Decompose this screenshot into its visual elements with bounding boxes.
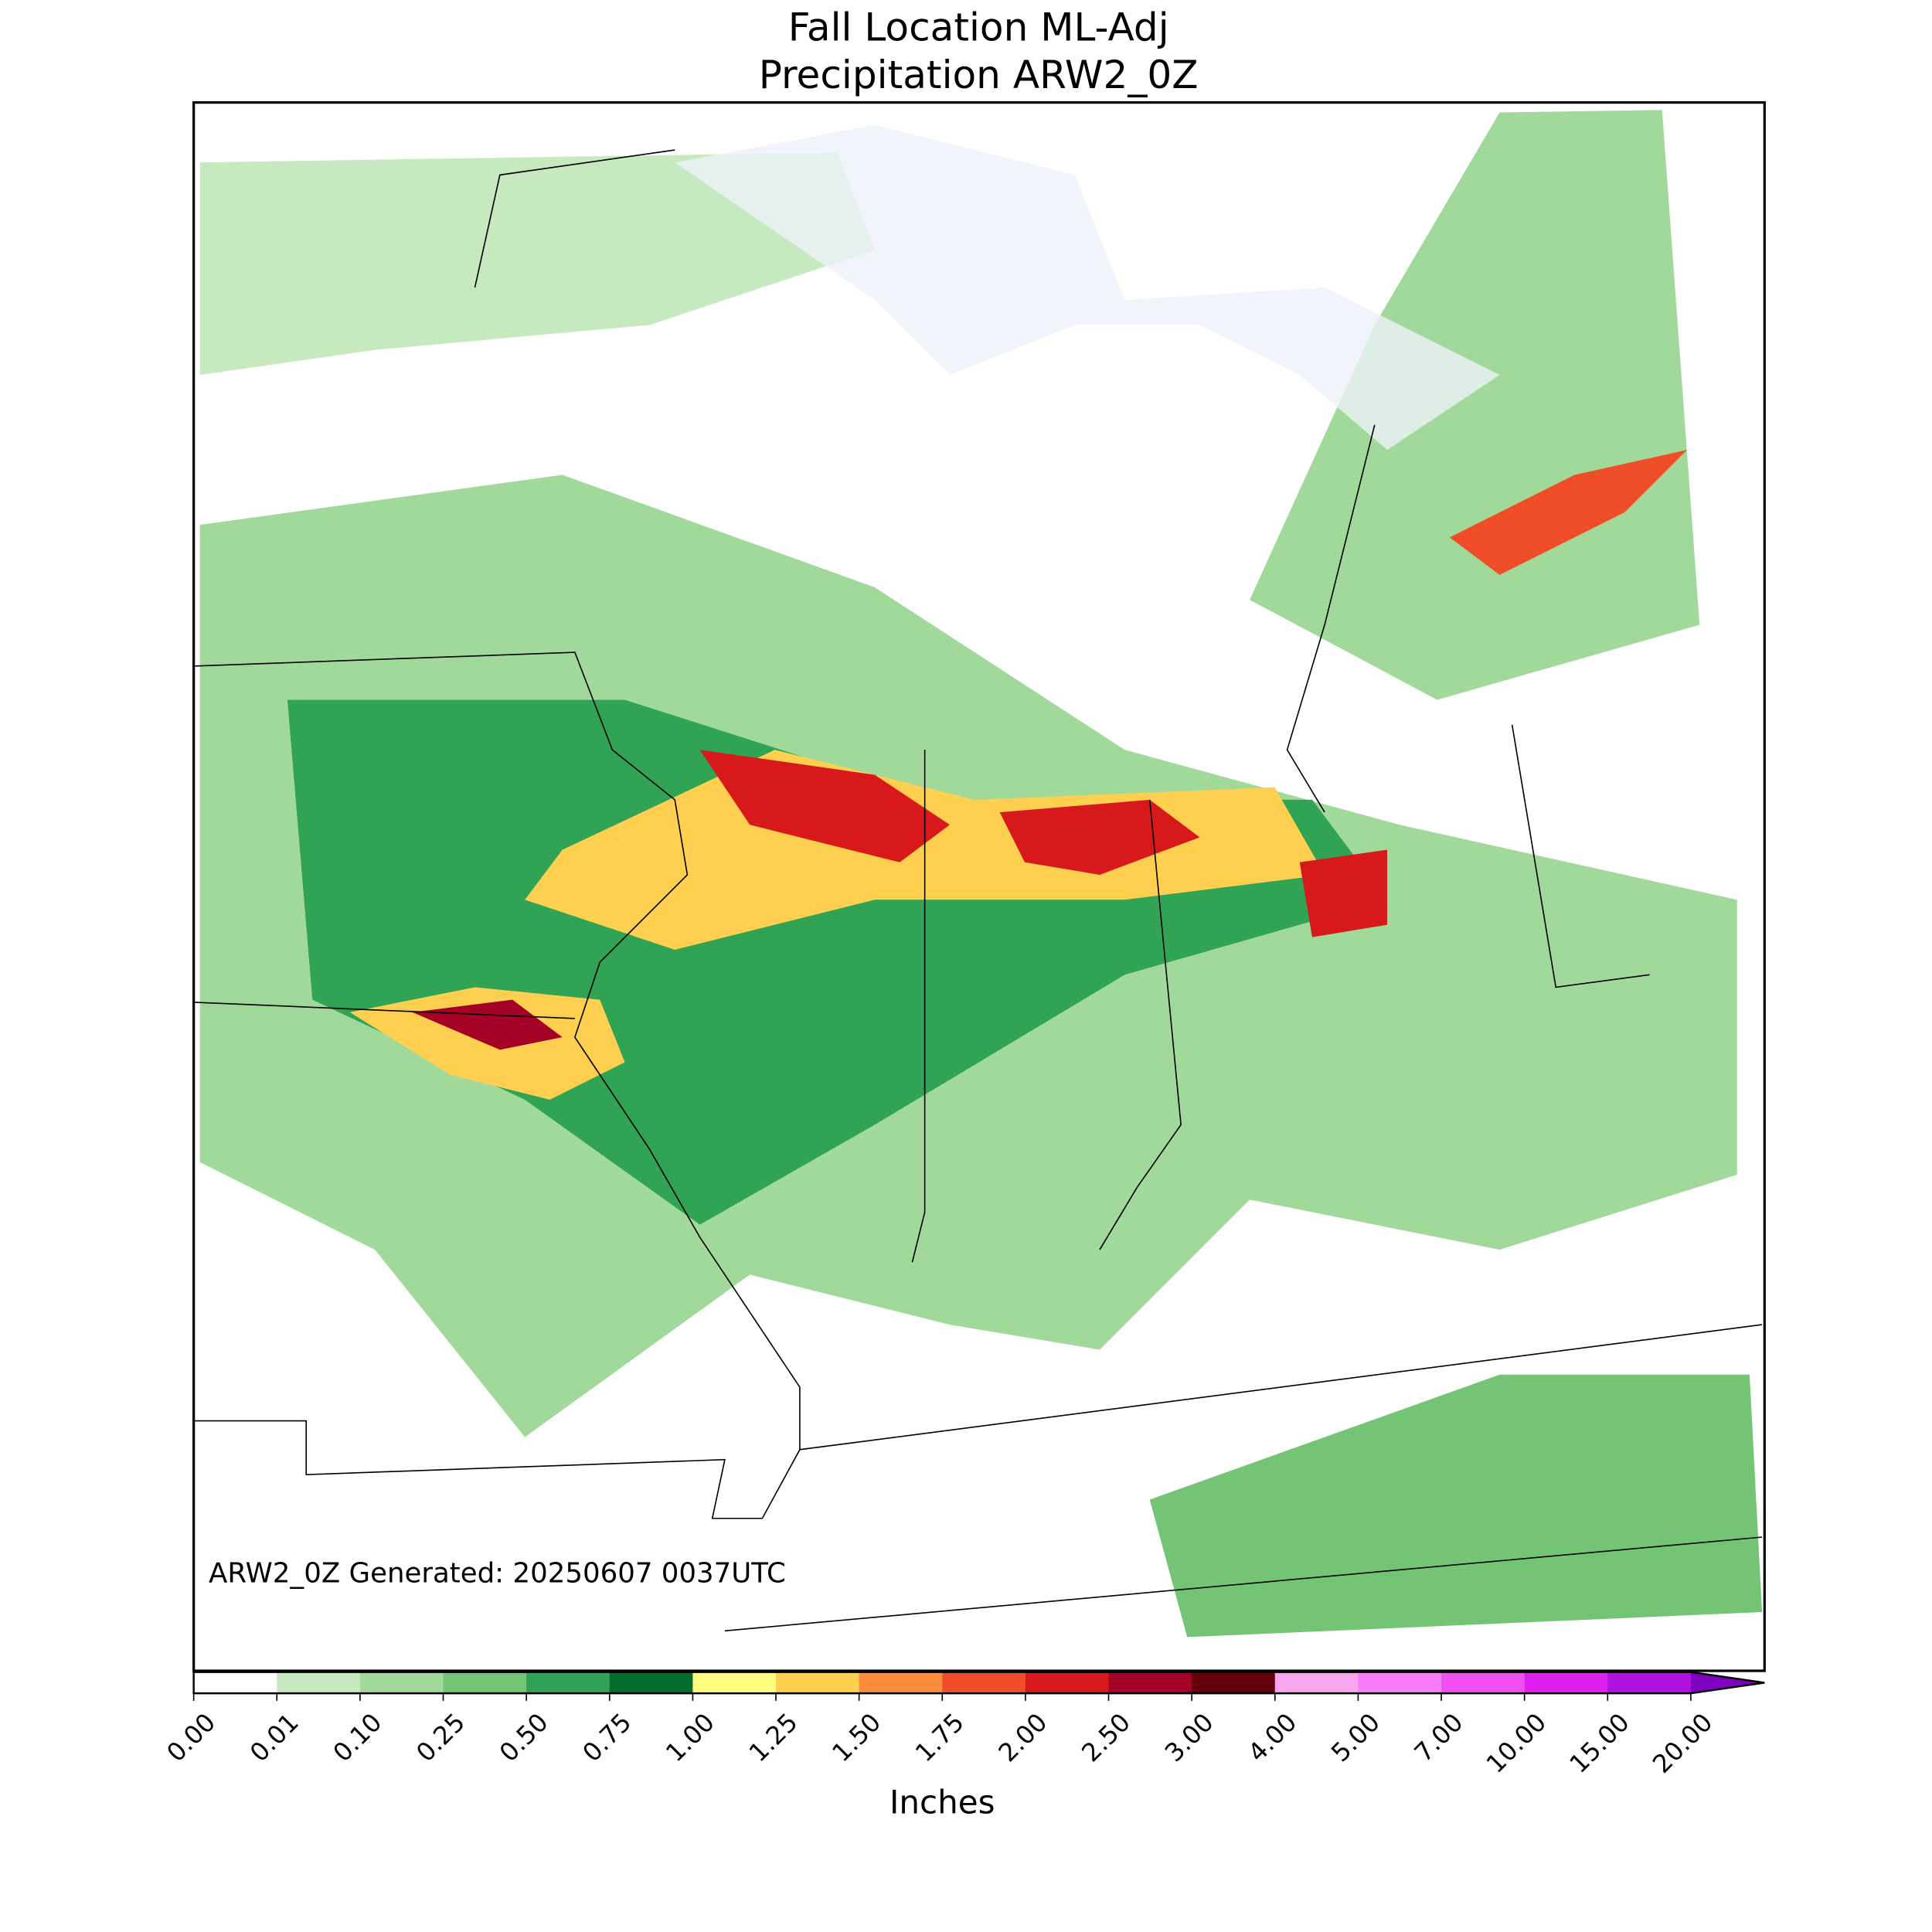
colorbar-segment	[1274, 1672, 1359, 1694]
colorbar-segment	[1358, 1672, 1442, 1694]
colorbar-segment	[1524, 1672, 1609, 1694]
precip-area	[1299, 849, 1387, 937]
colorbar-tick-label: 2.00	[993, 1708, 1053, 1768]
title: Fall Location ML-Adj	[788, 4, 1169, 49]
colorbar-tick-label: 1.25	[743, 1708, 804, 1768]
colorbar-tick-label: 2.50	[1076, 1708, 1136, 1768]
colorbar-tick-label: 15.00	[1564, 1708, 1635, 1779]
annotation: ARW2_0Z Generated: 20250607 0037UTC	[209, 1558, 786, 1590]
colorbar-tick-label: 0.01	[244, 1708, 304, 1768]
colorbar-tick-label: 1.50	[826, 1708, 886, 1768]
colorbar-tick-label: 0.10	[328, 1708, 388, 1768]
colorbar-segment	[1025, 1672, 1110, 1694]
colorbar-segment	[942, 1672, 1026, 1694]
colorbar-tick-label: 20.00	[1647, 1708, 1718, 1779]
colorbar-tick-label: 3.00	[1159, 1708, 1219, 1768]
precip-area	[412, 999, 563, 1050]
colorbar-tick-label: 0.00	[161, 1708, 221, 1768]
colorbar-segment	[359, 1672, 444, 1694]
colorbar-label: Inches	[889, 1784, 995, 1821]
colorbar-segment	[193, 1672, 278, 1694]
colorbar-segment	[1607, 1672, 1692, 1694]
colorbar-tick-label: 1.75	[910, 1708, 970, 1768]
colorbar-segment	[776, 1672, 860, 1694]
colorbar-segment	[443, 1672, 527, 1694]
colorbar-tick-label: 10.00	[1481, 1708, 1552, 1779]
boundaries	[193, 149, 1763, 1632]
subtitle: Precipitation ARW2_0Z	[759, 52, 1199, 97]
lake	[675, 124, 1500, 451]
colorbar-outline	[192, 1671, 1765, 1695]
precip-area	[1449, 450, 1688, 575]
colorbar-tick-label: 7.00	[1409, 1708, 1469, 1768]
map	[192, 100, 1766, 1672]
colorbar-tick-label: 0.25	[410, 1708, 471, 1768]
colorbar-segment	[277, 1672, 361, 1694]
precip-area	[1149, 1374, 1763, 1638]
colorbar-tick-label: 4.00	[1243, 1708, 1303, 1768]
colorbar-segment	[1192, 1672, 1276, 1694]
colorbar: 0.00 0.01 0.10 0.25 0.50 0.75 1.00 1.25 1.50 1.75…	[161, 1671, 1765, 1779]
map-frame	[192, 100, 1766, 1672]
colorbar-segment	[1108, 1672, 1192, 1694]
colorbar-tick-label: 1.00	[660, 1708, 720, 1768]
precip-area	[199, 152, 875, 376]
precip-area	[1250, 110, 1700, 700]
colorbar-extend	[1690, 1672, 1765, 1694]
colorbar-segment	[1441, 1672, 1526, 1694]
colorbar-tick-label: 0.75	[577, 1708, 638, 1768]
colorbar-segment	[526, 1672, 611, 1694]
colorbar-tick-label: 5.00	[1325, 1708, 1386, 1768]
precip-area	[999, 799, 1200, 875]
precip-area	[699, 750, 950, 862]
colorbar-segment	[692, 1672, 777, 1694]
colorbar-tick-label: 0.50	[494, 1708, 554, 1768]
colorbar-segment	[859, 1672, 944, 1694]
colorbar-segment	[609, 1672, 694, 1694]
